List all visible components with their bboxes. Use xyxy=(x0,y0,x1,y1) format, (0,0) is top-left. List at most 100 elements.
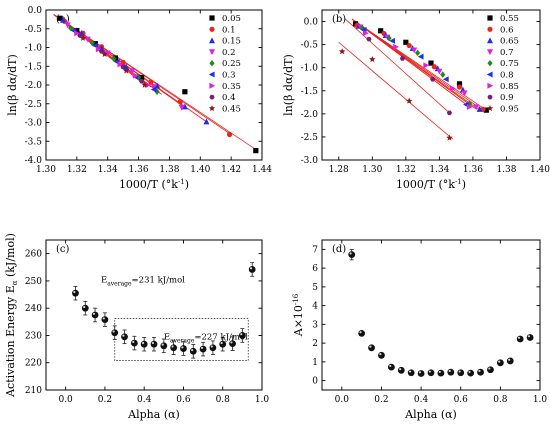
x-axis-title: Alpha (α) xyxy=(127,408,180,421)
data-point xyxy=(199,345,207,353)
y-tick-label: -3.5 xyxy=(25,137,43,147)
data-point-shine xyxy=(448,369,451,373)
x-tick-label: 1.38 xyxy=(496,165,516,175)
x-tick-label: 1.0 xyxy=(255,395,270,405)
panel-label: (b) xyxy=(332,14,346,25)
y-tick-label: 6 xyxy=(312,264,318,274)
data-point xyxy=(473,104,480,111)
x-tick-label: 0.8 xyxy=(493,395,508,405)
legend-label: 0.3 xyxy=(222,71,236,81)
y-tick-label: 0.0 xyxy=(304,18,319,28)
data-point xyxy=(150,340,158,348)
data-point xyxy=(111,329,119,337)
data-point-shine xyxy=(132,340,135,343)
data-point xyxy=(389,37,396,44)
data-point-shine xyxy=(508,358,511,361)
data-point xyxy=(92,41,98,47)
data-point xyxy=(476,106,483,112)
annotation-subscript: average xyxy=(170,338,195,345)
legend-marker xyxy=(209,37,215,44)
data-point xyxy=(141,81,148,88)
legend-marker xyxy=(487,37,493,44)
legend-marker xyxy=(487,49,493,56)
average-energy-annotation: Eaverage=227 kJ/mol xyxy=(164,333,248,345)
annotation-symbol: E xyxy=(164,333,170,343)
fit-line xyxy=(345,18,450,114)
data-point xyxy=(466,103,473,110)
legend-marker xyxy=(209,60,215,67)
data-point xyxy=(160,342,168,350)
data-point xyxy=(182,89,188,95)
data-point xyxy=(431,64,437,70)
data-point xyxy=(387,363,395,371)
x-tick-label: 0.4 xyxy=(137,395,152,405)
x-tick-label: 0.2 xyxy=(374,395,388,405)
annotation-value: =227 kJ/mol xyxy=(194,333,248,343)
average-energy-annotation: Eaverage=231 kJ/mol xyxy=(101,275,185,287)
data-point xyxy=(227,131,233,138)
y-tick-label: 7 xyxy=(312,245,318,255)
data-point xyxy=(467,369,475,377)
data-point xyxy=(411,47,418,54)
panel-a-chart: 1.30 1.32 1.34 1.36 1.38 1.40 1.42 1.44 0.0 -0.5 -… xyxy=(6,6,272,191)
x-axis-title-main: Alpha (α) xyxy=(404,408,457,421)
data-point xyxy=(386,34,392,42)
plot-frame xyxy=(321,239,541,391)
data-point-shine xyxy=(438,370,441,374)
x-tick-label: 1.30 xyxy=(36,165,56,175)
y-tick-label: 3 xyxy=(312,320,318,330)
data-point xyxy=(209,344,217,352)
data-point-shine xyxy=(418,371,422,374)
data-point xyxy=(369,55,376,63)
panel-label: (c) xyxy=(56,244,70,255)
legend-label: 0.45 xyxy=(222,104,241,114)
data-point xyxy=(450,85,456,92)
data-point xyxy=(466,100,473,107)
y-tick-label: 250 xyxy=(25,277,42,287)
y-axis-title: ln(β dα/dT) xyxy=(282,54,295,116)
legend-label: 0.55 xyxy=(500,14,519,24)
legend-marker xyxy=(486,105,494,112)
annotation-symbol: E xyxy=(101,275,107,285)
y-tick-label: -1.0 xyxy=(301,64,319,74)
y-tick-label: 1 xyxy=(312,358,318,368)
legend-label: 0.35 xyxy=(222,82,241,92)
x-tick-label: 1.34 xyxy=(98,165,118,175)
x-tick-label: 0.6 xyxy=(454,395,469,405)
data-point xyxy=(368,344,375,352)
y-tick-label: -4.0 xyxy=(25,156,43,166)
data-point xyxy=(399,56,406,61)
y-tick-label: -1.0 xyxy=(25,44,43,54)
data-point xyxy=(447,368,455,376)
x-axis-title-main: 1000/T (°k xyxy=(119,178,178,191)
data-point xyxy=(64,22,71,29)
data-point xyxy=(117,61,124,68)
data-point-shine xyxy=(249,267,253,270)
data-point xyxy=(139,79,145,84)
annotation-value: =231 kJ/mol xyxy=(132,275,186,285)
data-point xyxy=(170,344,178,352)
x-tick-label: 0.2 xyxy=(98,395,112,405)
data-point xyxy=(120,64,126,70)
x-tick-label: 1.44 xyxy=(252,165,272,175)
legend-label: 0.6 xyxy=(500,25,514,35)
y-axis-title: Activation Energy Eα (kJ/mol) xyxy=(4,233,19,398)
data-point xyxy=(456,84,463,90)
data-point xyxy=(253,148,259,154)
data-point xyxy=(427,369,435,377)
legend-label: 0.05 xyxy=(222,14,241,24)
legend-marker xyxy=(486,71,493,78)
panel-label: (d) xyxy=(332,244,346,255)
legend-label: 0.7 xyxy=(500,48,514,58)
y-tick-label: 240 xyxy=(25,304,42,314)
x-tick-label: 0.0 xyxy=(58,395,73,405)
data-point xyxy=(446,134,453,141)
data-point xyxy=(405,97,413,104)
legend-label: 0.2 xyxy=(222,48,236,58)
y-tick-label: 0 xyxy=(312,377,318,387)
x-tick-label: 1.30 xyxy=(362,165,382,175)
data-point xyxy=(77,33,83,38)
fit-line xyxy=(338,42,454,140)
x-axis-title-sup: -1 xyxy=(178,178,185,186)
x-tick-label: 1.38 xyxy=(159,165,179,175)
